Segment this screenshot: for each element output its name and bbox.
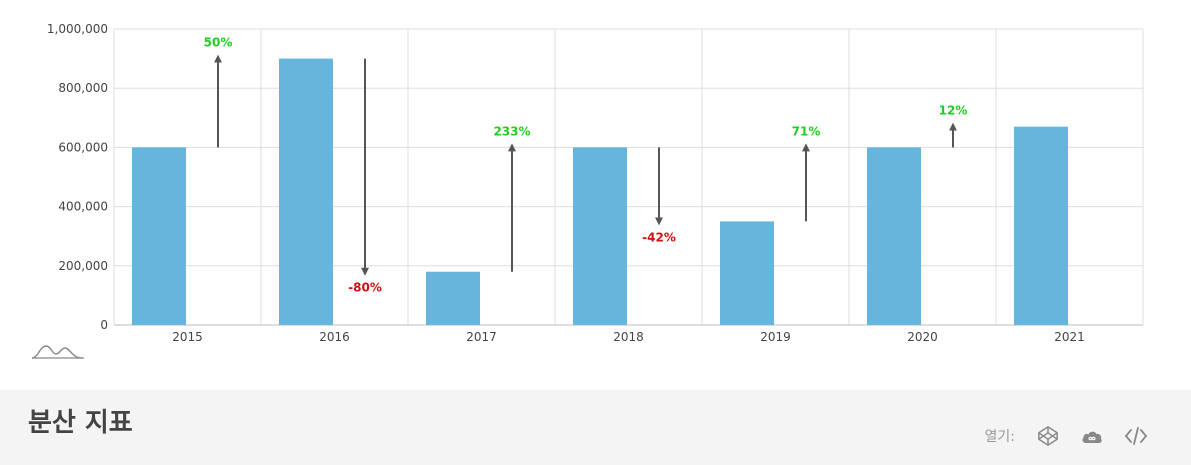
y-tick-label: 0	[100, 318, 108, 332]
chart-area: 0 200,000 400,000 600,000 800,000 1,000,000 20…	[47, 22, 1144, 344]
x-tick-label: 2016	[319, 330, 350, 344]
x-tick-label: 2017	[466, 330, 497, 344]
bar	[279, 58, 333, 325]
mountain-logo-icon	[30, 340, 86, 366]
change-label: 12%	[939, 104, 968, 118]
code-icon[interactable]	[1121, 421, 1151, 451]
footer-bar	[0, 390, 1191, 465]
y-tick-label: 1,000,000	[47, 22, 108, 36]
open-actions: 열기:	[985, 420, 1151, 452]
x-tick-label: 2018	[613, 330, 644, 344]
page-title: 분산 지표	[28, 408, 133, 438]
bar	[1014, 126, 1068, 326]
bar-chart: 0 200,000 400,000 600,000 800,000 1,000,000 20…	[47, 22, 1144, 344]
y-tick-label: 600,000	[58, 140, 108, 154]
y-tick-label: 400,000	[58, 200, 108, 214]
change-label: -42%	[642, 230, 676, 244]
y-tick-label: 200,000	[58, 259, 108, 273]
change-label: -80%	[348, 281, 382, 295]
bar	[426, 271, 480, 325]
x-tick-label: 2021	[1054, 330, 1085, 344]
x-tick-label: 2015	[172, 330, 203, 344]
open-label: 열기:	[984, 429, 1015, 445]
bar	[720, 221, 774, 325]
x-tick-label: 2019	[760, 330, 791, 344]
codepen-icon[interactable]	[1033, 421, 1063, 451]
change-label: 233%	[493, 124, 530, 138]
cloud-icon[interactable]	[1077, 421, 1107, 451]
change-label: 50%	[204, 36, 233, 50]
x-tick-label: 2020	[907, 330, 938, 344]
bar	[867, 147, 921, 325]
change-label: 71%	[792, 124, 821, 138]
y-tick-label: 800,000	[58, 81, 108, 95]
bar	[573, 147, 627, 325]
bar	[132, 147, 186, 325]
